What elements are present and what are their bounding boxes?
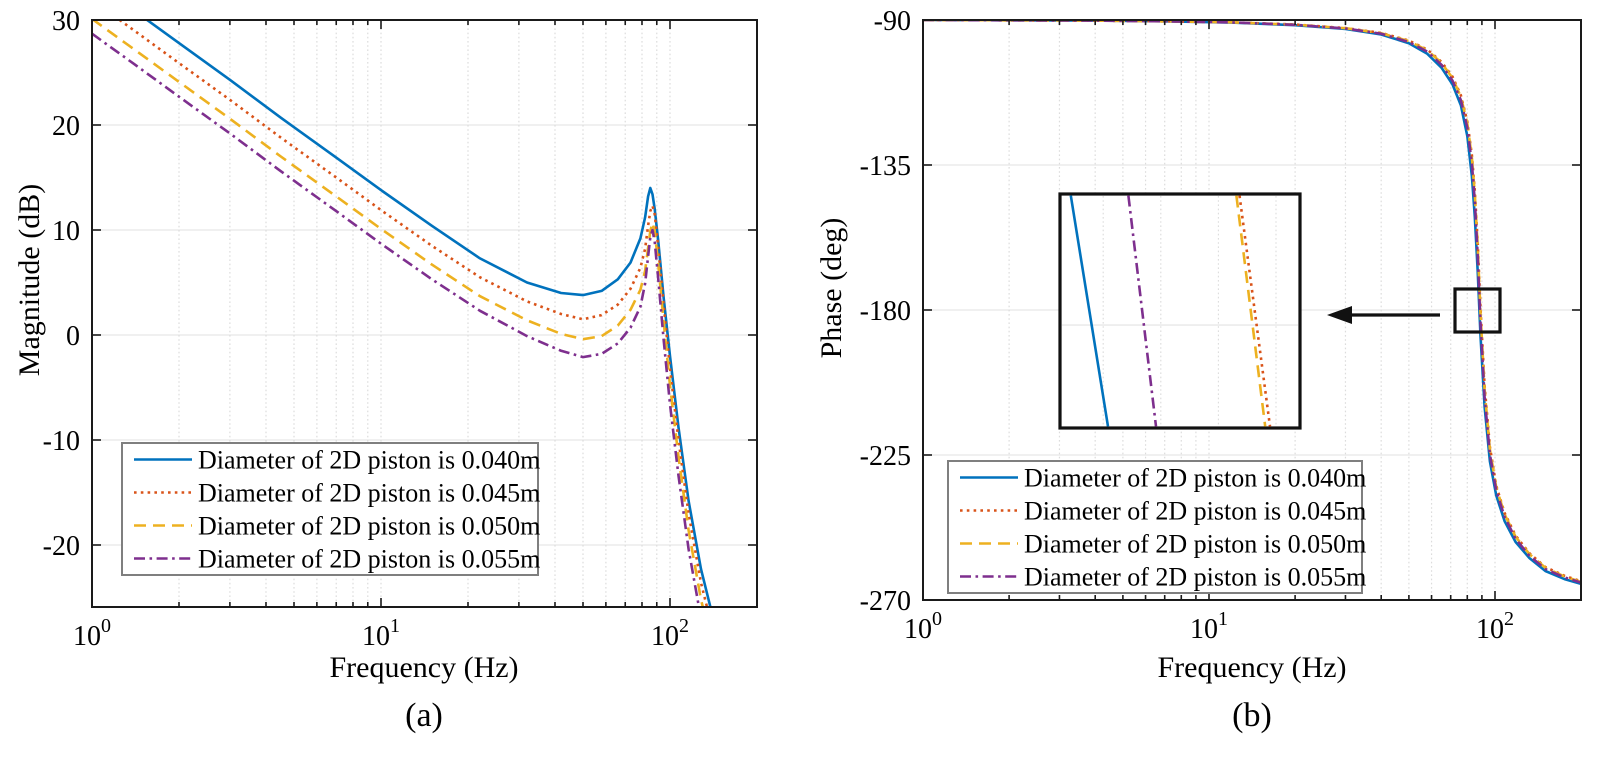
series-line-2-dashed bbox=[92, 20, 705, 607]
legend-magnitude-plot: Diameter of 2D piston is 0.040m Diameter … bbox=[121, 442, 540, 576]
x-tick-label: 100 bbox=[73, 615, 111, 652]
y-tick-label: -135 bbox=[860, 151, 911, 182]
inset-box bbox=[1058, 192, 1302, 430]
y-tick-label: 0 bbox=[66, 321, 80, 352]
y-tick-label: 20 bbox=[52, 111, 80, 142]
y-tick-label: -20 bbox=[43, 531, 80, 562]
legend-entry-label: Diameter of 2D piston is 0.045m bbox=[1024, 497, 1366, 526]
y-tick-label: -180 bbox=[860, 296, 911, 327]
series-line-0-solid bbox=[144, 20, 712, 607]
legend-box bbox=[947, 460, 1363, 594]
phase-plot-curves bbox=[923, 20, 1581, 586]
inset-series-line-1 bbox=[1238, 195, 1272, 427]
subplot-a-caption: (a) bbox=[405, 697, 443, 734]
legend-phase-plot: Diameter of 2D piston is 0.040m Diameter … bbox=[947, 460, 1366, 594]
inset-series-line-0 bbox=[1069, 195, 1110, 427]
zoom-inset bbox=[1058, 192, 1302, 430]
legend-entry-label: Diameter of 2D piston is 0.050m bbox=[198, 512, 540, 541]
arrow-head-icon bbox=[1327, 306, 1352, 324]
legend-entry-label: Diameter of 2D piston is 0.045m bbox=[198, 479, 540, 508]
tick-marks bbox=[922, 19, 1581, 601]
annotations bbox=[1058, 192, 1502, 430]
y-tick-label: 10 bbox=[52, 216, 80, 247]
y-tick-label: -90 bbox=[874, 6, 911, 37]
legend-entry-label: Diameter of 2D piston is 0.055m bbox=[1024, 563, 1366, 592]
inset-series-line-3 bbox=[1127, 195, 1158, 427]
subplot-b-caption: (b) bbox=[1232, 697, 1272, 734]
legend-box bbox=[121, 442, 539, 576]
frequency-axis-label-a: Frequency (Hz) bbox=[329, 651, 519, 684]
magnitude-plot-curves bbox=[92, 20, 712, 607]
zoom-source-rect bbox=[1453, 287, 1502, 334]
y-tick-label: -225 bbox=[860, 441, 911, 472]
legend-entry-label: Diameter of 2D piston is 0.040m bbox=[1024, 464, 1366, 493]
x-tick-label: 102 bbox=[1476, 608, 1514, 645]
legend-entry-label: Diameter of 2D piston is 0.055m bbox=[198, 545, 540, 574]
magnitude-axis-label: Magnitude (dB) bbox=[13, 183, 46, 377]
legend-entry-label: Diameter of 2D piston is 0.040m bbox=[198, 446, 540, 475]
inset-series-line-2 bbox=[1235, 195, 1267, 427]
x-tick-label: 102 bbox=[651, 615, 689, 652]
y-tick-label: -270 bbox=[860, 586, 911, 617]
series-line-1-dotted bbox=[117, 20, 709, 607]
y-tick-label: -10 bbox=[43, 426, 80, 457]
x-tick-label: 101 bbox=[362, 615, 400, 652]
series-line-3-dashdot bbox=[923, 20, 1581, 584]
x-tick-label: 101 bbox=[1190, 608, 1228, 645]
axes-box bbox=[91, 19, 758, 608]
phase-axis-label: Phase (deg) bbox=[815, 217, 848, 359]
x-tick-label: 100 bbox=[904, 608, 942, 645]
legend-entry-label: Diameter of 2D piston is 0.050m bbox=[1024, 530, 1366, 559]
frequency-axis-label-b: Frequency (Hz) bbox=[1157, 651, 1347, 684]
y-tick-label: 30 bbox=[52, 6, 80, 37]
series-line-3-dashdot bbox=[92, 32, 701, 607]
tick-marks bbox=[91, 19, 758, 607]
